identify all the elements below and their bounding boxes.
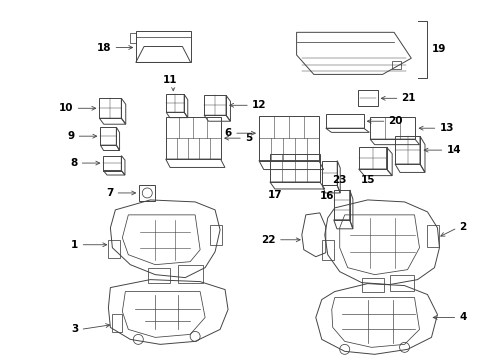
Bar bbox=[322, 161, 337, 185]
Bar bbox=[395, 136, 420, 164]
Text: 3: 3 bbox=[71, 324, 78, 334]
Bar bbox=[390, 275, 414, 291]
Text: 18: 18 bbox=[97, 42, 111, 53]
Bar bbox=[166, 94, 184, 112]
Bar bbox=[392, 62, 401, 69]
Bar bbox=[210, 225, 222, 245]
Bar bbox=[322, 240, 334, 260]
Text: 6: 6 bbox=[225, 128, 232, 138]
Bar bbox=[362, 278, 384, 292]
Bar bbox=[99, 98, 122, 118]
Text: 15: 15 bbox=[361, 175, 375, 185]
Text: 1: 1 bbox=[71, 240, 78, 250]
Text: 16: 16 bbox=[319, 191, 334, 201]
Text: 10: 10 bbox=[59, 103, 74, 113]
Text: 12: 12 bbox=[252, 100, 267, 110]
Text: 8: 8 bbox=[70, 158, 77, 168]
Bar bbox=[112, 315, 122, 332]
Text: 5: 5 bbox=[245, 133, 252, 143]
Text: 7: 7 bbox=[106, 188, 113, 198]
Bar bbox=[259, 116, 319, 161]
Text: 19: 19 bbox=[432, 44, 446, 54]
Text: 14: 14 bbox=[446, 145, 461, 155]
Text: 17: 17 bbox=[268, 190, 282, 200]
Text: 22: 22 bbox=[261, 235, 276, 245]
Text: 21: 21 bbox=[401, 93, 416, 103]
Text: 11: 11 bbox=[163, 75, 177, 85]
Bar bbox=[166, 117, 220, 159]
Bar bbox=[178, 265, 203, 283]
Bar bbox=[370, 117, 415, 139]
Bar bbox=[204, 95, 226, 115]
Bar bbox=[148, 268, 170, 283]
Text: 4: 4 bbox=[460, 312, 467, 323]
Text: 13: 13 bbox=[440, 123, 454, 133]
Bar bbox=[130, 32, 136, 42]
Bar bbox=[334, 190, 350, 220]
Text: 2: 2 bbox=[460, 222, 466, 232]
Bar bbox=[270, 154, 320, 182]
Text: 9: 9 bbox=[67, 131, 74, 141]
Text: 23: 23 bbox=[333, 175, 347, 185]
Bar bbox=[427, 225, 440, 247]
Bar bbox=[358, 90, 378, 106]
Bar bbox=[108, 240, 121, 258]
Bar bbox=[100, 127, 116, 145]
Bar bbox=[139, 185, 155, 201]
Bar bbox=[359, 147, 387, 169]
Bar bbox=[103, 156, 122, 171]
Bar bbox=[326, 114, 364, 128]
Text: 20: 20 bbox=[389, 116, 403, 126]
